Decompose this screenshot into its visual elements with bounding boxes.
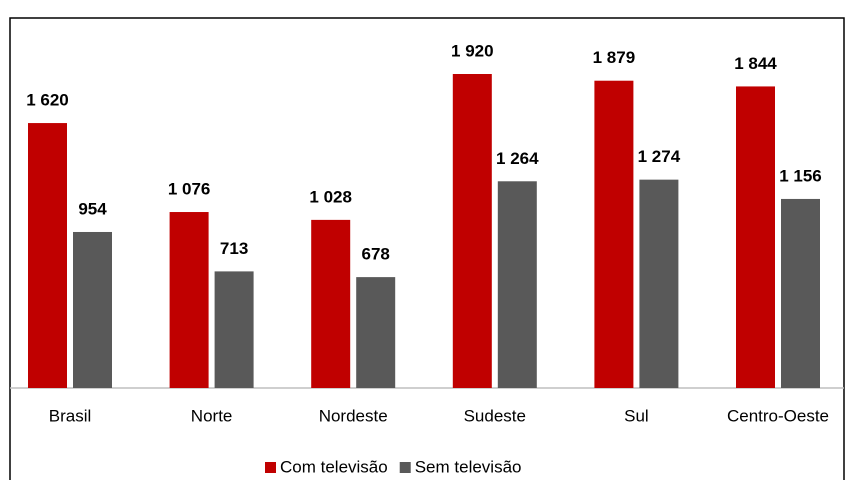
legend-swatch [265,462,276,473]
bar [736,86,775,388]
value-label: 1 920 [451,41,494,60]
x-tick-label: Norte [191,406,233,425]
x-tick-label: Centro-Oeste [727,406,829,425]
value-label: 954 [78,199,107,218]
x-tick-label: Sul [624,406,649,425]
x-tick-label: Brasil [49,406,92,425]
bar [356,277,396,388]
bar [452,74,492,388]
value-label: 1 028 [309,187,352,206]
bar [311,219,351,388]
bar [169,212,209,388]
legend-swatch [399,462,411,473]
bar [497,181,537,388]
value-label: 1 844 [734,54,777,73]
value-label: 678 [362,245,390,264]
bar [214,271,254,388]
value-label: 1 076 [168,180,211,199]
value-label: 713 [220,239,248,258]
bar [28,123,67,388]
value-label: 1 156 [779,166,822,185]
value-label: 1 620 [26,91,69,110]
chart-frame [9,17,845,480]
bar [639,179,679,388]
x-tick-label: Nordeste [319,406,388,425]
legend-label: Com televisão [280,457,388,476]
legend-label: Sem televisão [415,457,522,476]
value-label: 1 264 [496,149,539,168]
value-label: 1 879 [593,48,636,67]
bar [594,80,634,389]
bar [73,231,112,388]
bar [781,198,820,388]
value-label: 1 274 [638,147,681,166]
x-tick-label: Sudeste [464,406,526,425]
